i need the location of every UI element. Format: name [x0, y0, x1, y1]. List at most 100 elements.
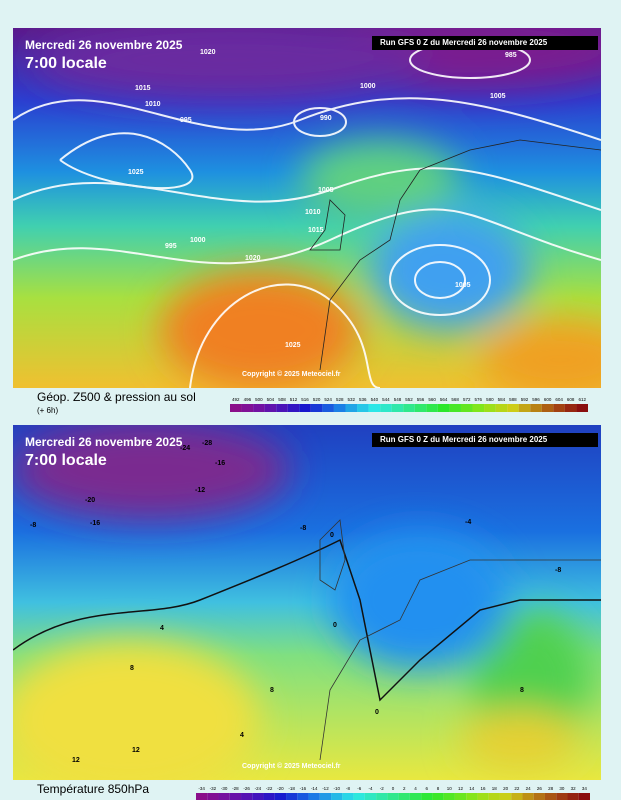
- scale-label: 18: [492, 786, 498, 791]
- scale-label: 520: [313, 397, 321, 402]
- scale-label: 508: [278, 397, 286, 402]
- copyright: Copyright © 2025 Meteociel.fr: [242, 370, 341, 378]
- map-label: -12: [195, 487, 205, 494]
- scale-label: 532: [348, 397, 356, 402]
- scale-swatch: [196, 793, 208, 800]
- scale-label: -18: [288, 786, 295, 791]
- scale-swatch: [368, 404, 381, 412]
- scale-swatch: [263, 793, 275, 800]
- map-label: 1015: [308, 227, 324, 234]
- scale-label: 492: [232, 397, 240, 402]
- scale-label: 560: [428, 397, 436, 402]
- scale-swatch: [443, 793, 455, 800]
- scale-label: 604: [555, 397, 563, 402]
- scale-label: 528: [336, 397, 344, 402]
- scale-label: 584: [498, 397, 506, 402]
- scale-label: 24: [526, 786, 532, 791]
- scale-swatch: [241, 793, 253, 800]
- map-label: 1015: [135, 85, 151, 92]
- date: Mercredi 26 novembre 2025: [25, 38, 183, 52]
- map-label: 1025: [128, 169, 144, 176]
- scale-swatch: [299, 404, 311, 412]
- scale-label: 26: [537, 786, 543, 791]
- scale-swatch: [477, 793, 489, 800]
- scale-label: -34: [198, 786, 205, 791]
- run: Run GFS 0 Z du Mercredi 26 novembre 2025: [380, 38, 548, 47]
- scale-label: 524: [324, 397, 332, 402]
- scale-swatch: [541, 404, 554, 412]
- scale-label: 8: [437, 786, 440, 791]
- panel-subtitle: (+ 6h): [37, 406, 58, 415]
- map-label: 1010: [145, 101, 161, 108]
- scale-swatch: [230, 404, 242, 412]
- map-label: 0: [330, 532, 334, 539]
- scale-label: -6: [357, 786, 361, 791]
- scale-swatch: [207, 793, 219, 800]
- scale-swatch: [567, 793, 579, 800]
- map-label: 4: [160, 625, 164, 632]
- scale-label: 6: [426, 786, 429, 791]
- scale-swatch: [578, 793, 590, 800]
- map-label: 8: [130, 665, 134, 672]
- map-label: 12: [132, 747, 140, 754]
- scale-label: 516: [301, 397, 309, 402]
- map-label: -16: [215, 460, 225, 467]
- map-2: [13, 425, 601, 780]
- scale-swatch: [276, 404, 288, 412]
- scale-label: 600: [544, 397, 552, 402]
- scale-swatch: [342, 793, 354, 800]
- scale-swatch: [533, 793, 545, 800]
- scale-swatch: [556, 793, 568, 800]
- scale-swatch: [432, 793, 444, 800]
- scale-swatch: [449, 404, 461, 412]
- map-label: 0: [375, 709, 379, 716]
- scale-swatch: [530, 404, 542, 412]
- map-label: 995: [165, 243, 177, 250]
- map-label: 995: [180, 117, 192, 124]
- scale-swatch: [564, 404, 577, 412]
- scale-swatch: [286, 793, 298, 800]
- scale-label: 576: [475, 397, 483, 402]
- scale-label: 10: [447, 786, 453, 791]
- scale-swatch: [331, 793, 343, 800]
- copyright: Copyright © 2025 Meteociel.fr: [242, 762, 341, 770]
- map-label: -8: [555, 567, 561, 574]
- scale-swatch: [484, 404, 496, 412]
- map-label: -20: [85, 497, 95, 504]
- scale-label: 500: [255, 397, 263, 402]
- scale-label: 4: [414, 786, 417, 791]
- scale-swatch: [353, 793, 365, 800]
- map-label: -8: [300, 525, 306, 532]
- map-label: 985: [505, 52, 517, 59]
- scale-label: 612: [578, 397, 586, 402]
- scale-label: 496: [244, 397, 252, 402]
- scale-swatch: [287, 404, 300, 412]
- scale-swatch: [264, 404, 277, 412]
- map-label: 8: [270, 687, 274, 694]
- scale-swatch: [576, 404, 588, 412]
- scale-swatch: [218, 793, 230, 800]
- scale-swatch: [518, 404, 531, 412]
- scale-label: -20: [277, 786, 284, 791]
- scale-swatch: [380, 404, 392, 412]
- map-label: -8: [30, 522, 36, 529]
- scale-label: -14: [311, 786, 318, 791]
- scale-label: 22: [514, 786, 520, 791]
- scale-label: -16: [300, 786, 307, 791]
- scale-label: 32: [571, 786, 577, 791]
- scale-label: 548: [394, 397, 402, 402]
- scale-label: -30: [221, 786, 228, 791]
- scale-swatch: [495, 404, 508, 412]
- map-label: 990: [320, 115, 332, 122]
- run-box: [372, 433, 598, 447]
- scale-swatch: [391, 404, 404, 412]
- run: Run GFS 0 Z du Mercredi 26 novembre 2025: [380, 435, 548, 444]
- scale-swatch: [297, 793, 309, 800]
- map-label: 1020: [200, 49, 216, 56]
- map-label: 1020: [245, 255, 261, 262]
- scale-label: 540: [371, 397, 379, 402]
- map-label: 12: [72, 757, 80, 764]
- scale-swatch: [437, 404, 450, 412]
- scale-label: 572: [463, 397, 471, 402]
- scale-swatch: [403, 404, 415, 412]
